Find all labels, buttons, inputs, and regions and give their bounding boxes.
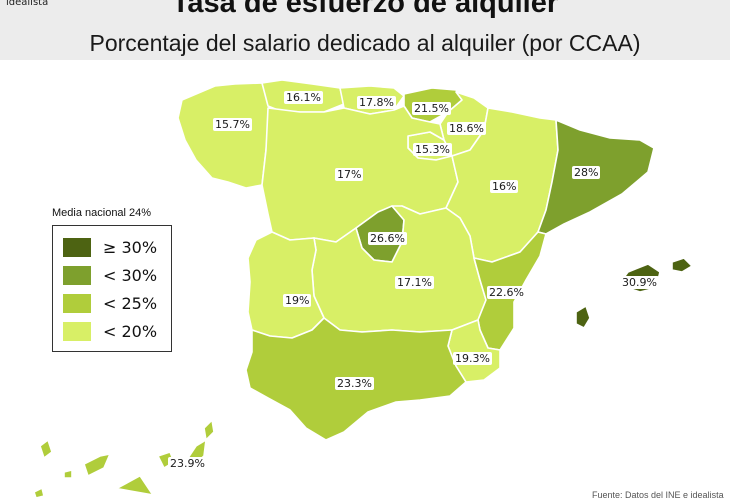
legend-title: Media nacional 24% [52, 207, 152, 219]
region-canarias-elhierro [33, 487, 45, 499]
legend-swatch [63, 294, 91, 313]
region-extremadura [247, 231, 325, 339]
region-baleares-ibiza [575, 305, 591, 329]
page-title: Tasa de esfuerzo de alquiler [171, 0, 559, 19]
region-label-galicia: 15.7% [213, 118, 252, 131]
header: idealista Tasa de esfuerzo de alquiler P… [0, 0, 730, 60]
legend-item: < 30% [63, 266, 171, 288]
legend-swatch [63, 322, 91, 341]
region-label-extremadura: 19% [283, 294, 312, 307]
region-galicia [177, 82, 271, 189]
region-label-cantabria: 17.8% [357, 96, 396, 109]
legend-label: < 30% [103, 266, 158, 285]
region-label-cataluna: 28% [572, 166, 601, 179]
region-label-andalucia: 23.3% [335, 377, 374, 390]
coastline [117, 475, 153, 495]
legend-swatch [63, 238, 91, 257]
brand-logo: idealista [6, 0, 49, 8]
page-subtitle: Porcentaje del salario dedicado al alqui… [89, 30, 641, 56]
source-note: Fuente: Datos del INE e idealista [592, 490, 724, 500]
region-label-madrid: 26.6% [368, 232, 407, 245]
region-canarias-lanzarote [203, 419, 215, 441]
region-label-baleares: 30.9% [620, 276, 659, 289]
legend: ≥ 30% < 30% < 25% < 20% [52, 225, 172, 352]
region-label-c-valenciana: 22.6% [487, 286, 526, 299]
region-label-asturias: 16.1% [284, 91, 323, 104]
legend-label: < 25% [103, 294, 158, 313]
legend-label: < 20% [103, 322, 158, 341]
legend-label: ≥ 30% [103, 238, 158, 257]
region-baleares-menorca [671, 257, 693, 273]
legend-swatch [63, 266, 91, 285]
legend-item: < 20% [63, 322, 171, 344]
region-label-navarra: 18.6% [447, 122, 486, 135]
region-label-aragon: 16% [490, 180, 519, 193]
legend-item: < 25% [63, 294, 171, 316]
legend-item: ≥ 30% [63, 238, 171, 260]
region-label-castilla-leon: 17% [335, 168, 364, 181]
region-label-canarias: 23.9% [168, 457, 207, 470]
region-label-pais-vasco: 21.5% [412, 102, 451, 115]
region-canarias-lapalma [39, 439, 53, 459]
region-label-murcia: 19.3% [453, 352, 492, 365]
region-canarias-tenerife [83, 453, 111, 477]
region-label-la-rioja: 15.3% [413, 143, 452, 156]
region-canarias-lagomera [63, 469, 73, 479]
region-label-castilla-la-mancha: 17.1% [395, 276, 434, 289]
